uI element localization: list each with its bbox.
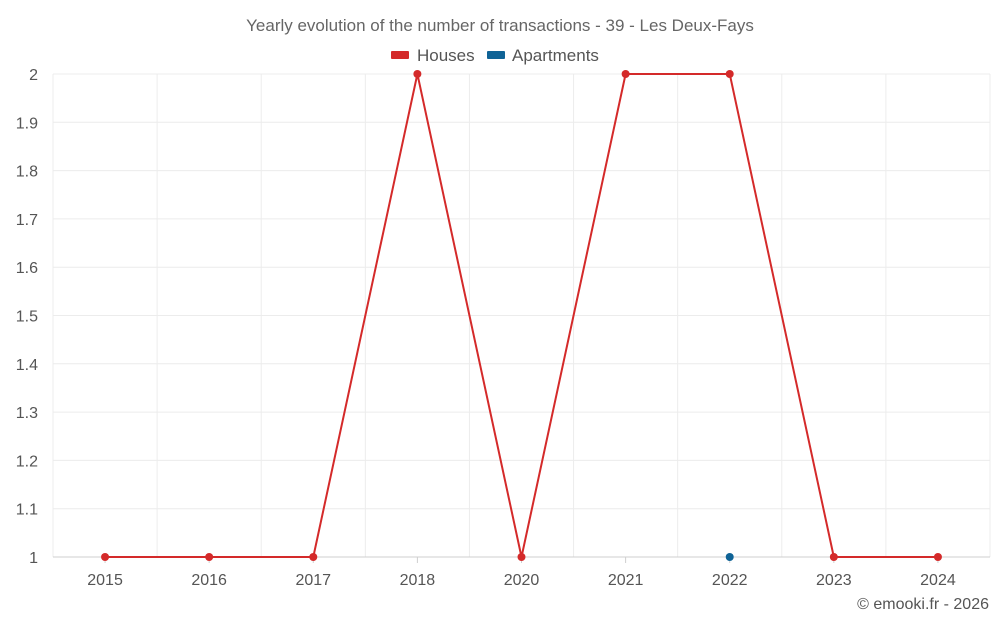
x-tick-label: 2015 <box>87 572 123 589</box>
data-point-houses[interactable] <box>517 553 526 561</box>
legend-label-apartments: Apartments <box>512 46 599 65</box>
y-tick-label: 1.7 <box>16 212 38 229</box>
y-tick-label: 1.6 <box>16 260 38 277</box>
y-tick-label: 1.1 <box>16 502 38 519</box>
data-point-houses[interactable] <box>205 553 214 561</box>
legend-swatch-apartments <box>487 51 505 59</box>
y-tick-label: 1.2 <box>16 453 38 470</box>
credit-text: © emooki.fr - 2026 <box>857 596 989 613</box>
data-point-houses[interactable] <box>309 553 318 561</box>
y-tick-label: 1.9 <box>16 115 38 132</box>
x-tick-label: 2020 <box>504 572 540 589</box>
gridlines <box>52 73 991 558</box>
x-tick-label: 2021 <box>608 572 644 589</box>
y-tick-label: 1.4 <box>16 357 38 374</box>
x-tick-label: 2023 <box>816 572 852 589</box>
y-tick-label: 1 <box>29 550 38 567</box>
x-tick-label: 2022 <box>712 572 748 589</box>
legend-label-houses: Houses <box>417 46 475 65</box>
data-point-houses[interactable] <box>413 70 422 78</box>
legend-item-apartments[interactable]: Apartments <box>487 46 599 65</box>
legend-item-houses[interactable]: Houses <box>391 46 475 65</box>
y-tick-label: 2 <box>29 67 38 84</box>
y-tick-label: 1.5 <box>16 309 38 326</box>
x-tick-label: 2018 <box>400 572 436 589</box>
y-tick-label: 1.8 <box>16 164 38 181</box>
legend: Houses Apartments <box>391 46 599 65</box>
legend-swatch-houses <box>391 51 409 59</box>
data-point-houses[interactable] <box>933 553 942 561</box>
chart-title: Yearly evolution of the number of transa… <box>246 16 754 35</box>
axes: 1 1.1 1.2 1.3 1.4 1.5 1.6 1.7 1.8 1.9 2 2015 2016 201… <box>16 67 990 589</box>
x-tick-label: 2024 <box>920 572 956 589</box>
data-point-apartments[interactable] <box>725 553 734 561</box>
x-tick-label: 2017 <box>295 572 331 589</box>
y-tick-label: 1.3 <box>16 405 38 422</box>
series <box>101 70 942 561</box>
x-tick-label: 2016 <box>191 572 227 589</box>
data-point-houses[interactable] <box>621 70 630 78</box>
data-point-houses[interactable] <box>725 70 734 78</box>
data-point-houses[interactable] <box>829 553 838 561</box>
data-point-houses[interactable] <box>101 553 110 561</box>
